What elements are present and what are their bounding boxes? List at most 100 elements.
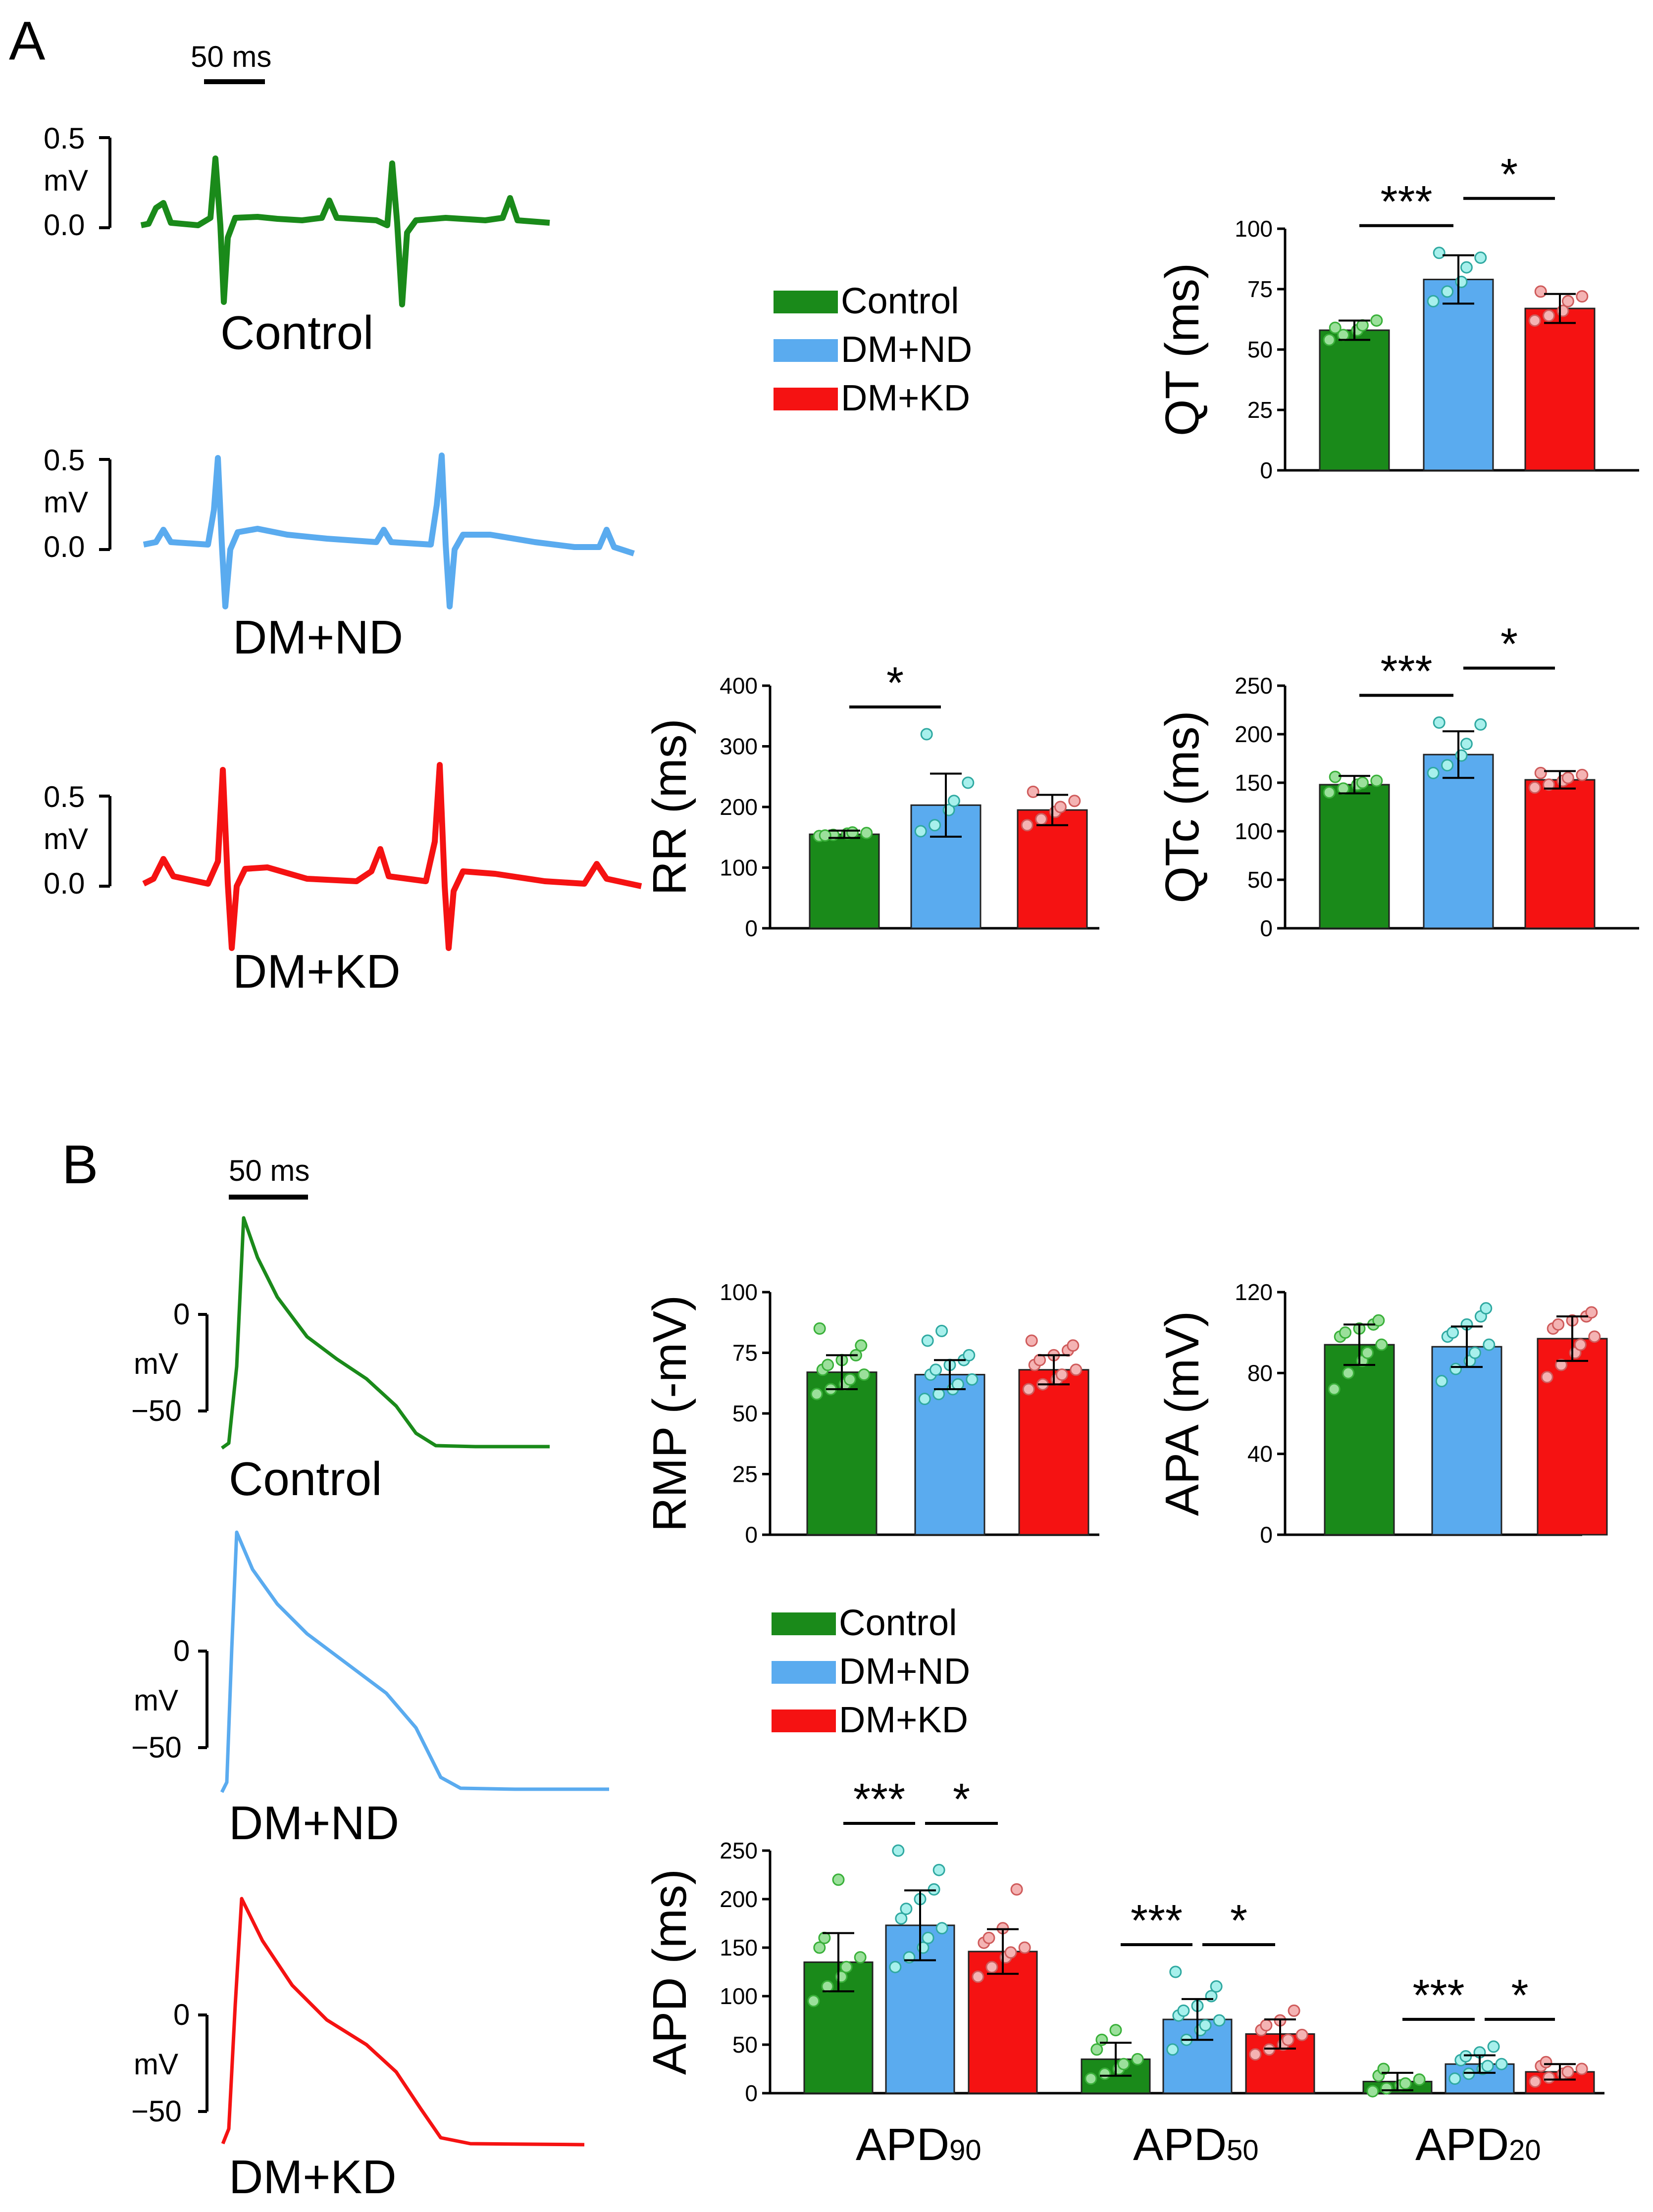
rr-2-point — [1027, 785, 1039, 798]
apd-g2-s1-point — [1487, 2040, 1500, 2053]
rmp-2-point — [1033, 1354, 1046, 1366]
apa-1-point — [1449, 1362, 1462, 1375]
qt-ytick-label: 100 — [1235, 216, 1273, 242]
rr-ytick-label: 0 — [745, 915, 758, 941]
legend-a-dmkd: DM+KD — [841, 377, 970, 418]
apd-ytick-label: 150 — [720, 1935, 758, 1961]
qtc-2-point — [1576, 768, 1589, 781]
qt-2-point — [1528, 314, 1541, 327]
qt-ytick-label: 25 — [1247, 397, 1273, 423]
ap-control-waveform — [220, 1216, 550, 1450]
rr-ylabel: RR (ms) — [643, 718, 696, 895]
qtc-ytick-label: 100 — [1235, 818, 1273, 844]
apd-g2-s2-point — [1561, 2065, 1574, 2078]
ap-dmnd-axis-bottom: −50 — [131, 1731, 182, 1764]
apd-g0-s1-point — [889, 1961, 902, 1973]
apa-2-bar — [1537, 1338, 1608, 1536]
rr-2-point — [1054, 801, 1067, 813]
rr-1-point — [962, 776, 975, 789]
apd-g2-s2-point — [1543, 2071, 1555, 2084]
ap-dmnd-axis-top: 0 — [173, 1634, 190, 1667]
qtc-ytick-label: 200 — [1235, 721, 1273, 747]
apd-g2-1-sig-label: * — [1511, 1971, 1528, 2020]
rr-1-point — [920, 728, 933, 741]
apd-category-label-0: APD90 — [856, 2119, 981, 2170]
ecg-dmnd-label: DM+ND — [233, 611, 403, 664]
apa-ytick-label: 120 — [1235, 1279, 1273, 1305]
ecg-dmnd-axis-top: 0.5 — [44, 444, 85, 477]
apd-ylabel: APD (ms) — [643, 1869, 696, 2075]
apd-g1-0-sig-label: *** — [1131, 1896, 1183, 1946]
apd-ytick-label: 0 — [745, 2080, 758, 2106]
apd-g0-s1-point — [922, 1931, 934, 1944]
ap-dmnd-label: DM+ND — [229, 1797, 399, 1850]
legend-a-dmnd: DM+ND — [841, 329, 972, 370]
qtc-2-point — [1561, 771, 1574, 784]
legend-b-control: Control — [839, 1602, 957, 1643]
apa-2-point — [1552, 1318, 1565, 1331]
qtc-0-point — [1370, 774, 1383, 787]
rmp-0-point — [822, 1358, 834, 1371]
apd-g0-s1-point — [895, 1912, 908, 1925]
qt-1-point — [1433, 247, 1446, 259]
qtc-ytick-label: 250 — [1235, 673, 1273, 699]
qtc-0-point — [1337, 782, 1350, 795]
apd-g1-s0-point — [1090, 2043, 1103, 2056]
qt-2-point — [1561, 295, 1574, 307]
apd-g0-s0-point — [807, 1995, 820, 2008]
apa-2-point — [1574, 1338, 1587, 1351]
ecg-control-waveform — [140, 155, 550, 307]
rmp-2-point — [1025, 1334, 1038, 1347]
apa-0-point — [1372, 1314, 1385, 1327]
legend-a-control: Control — [841, 280, 959, 321]
rr-1-point — [929, 819, 941, 832]
apd-g0-1-sig-label: * — [953, 1775, 970, 1824]
rr-ytick-label: 200 — [720, 794, 758, 820]
apd-g2-s1-point — [1481, 2060, 1494, 2072]
rr-0-bar — [809, 833, 880, 929]
ap-dmnd-axis-unit: mV — [134, 1684, 178, 1717]
apd-g0-s0-point — [821, 1980, 834, 1993]
ecg-dmnd-waveform — [143, 452, 635, 609]
qt-0-bar — [1319, 329, 1390, 471]
apd-g2-s2-point — [1529, 2075, 1542, 2088]
apa-1-point — [1483, 1338, 1496, 1351]
ap-control-axis-top: 0 — [173, 1298, 190, 1331]
ecg-dmkd-axis-unit: mV — [44, 822, 88, 855]
qt-2-point — [1576, 290, 1589, 303]
rr-ytick-label: 100 — [720, 855, 758, 881]
apd-g0-s1-point — [932, 1863, 945, 1876]
rmp-ytick-label: 100 — [720, 1279, 758, 1305]
qtc-1-point — [1441, 759, 1454, 772]
qtc-ytick-label: 0 — [1260, 915, 1273, 941]
qt-0-sig-label: *** — [1380, 177, 1432, 227]
qt-ytick-label: 75 — [1247, 276, 1273, 302]
ecg-control-axis-unit: mV — [44, 164, 88, 197]
rmp-ytick-label: 25 — [732, 1461, 758, 1487]
apa-0-point — [1339, 1326, 1352, 1339]
qtc-1-bar — [1423, 754, 1494, 929]
qtc-0-point — [1323, 786, 1336, 799]
qt-0-point — [1370, 314, 1383, 327]
qtc-1-sig-label: * — [1500, 619, 1518, 669]
qtc-2-point — [1534, 766, 1547, 779]
apd-g1-s2-point — [1288, 2004, 1300, 2017]
rmp-ytick-label: 0 — [745, 1522, 758, 1548]
rr-0-point — [819, 829, 831, 842]
legend-b-dmkd: DM+KD — [839, 1699, 968, 1740]
qt-ytick-label: 50 — [1247, 337, 1273, 362]
qtc-ytick-label: 150 — [1235, 770, 1273, 796]
apa-ytick-label: 0 — [1260, 1522, 1273, 1548]
legend-b-swatch-control — [772, 1612, 836, 1635]
apd-g1-s1-point — [1199, 2019, 1212, 2032]
apd-g0-s2-point — [985, 1961, 998, 1973]
apd-g0-s1-point — [892, 1844, 905, 1857]
rmp-0-point — [813, 1322, 826, 1335]
chart-rmp: 0 25 50 75 100 RMP (-mV) — [643, 1279, 1099, 1548]
apd-g0-s2-point — [972, 1970, 984, 1983]
apd-g1-s1-point — [1166, 2043, 1179, 2056]
apd-g1-s0-point — [1109, 2024, 1122, 2037]
rr-2-point — [1068, 795, 1081, 807]
panel-b-scalebar: 50 ms — [229, 1154, 310, 1200]
